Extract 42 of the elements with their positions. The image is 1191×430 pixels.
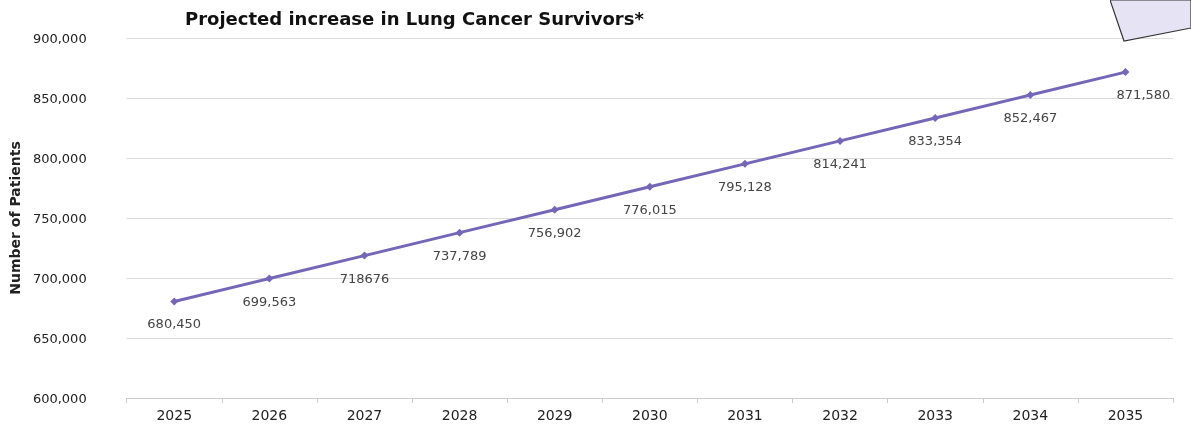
x-tick-label: 2025	[156, 407, 193, 423]
data-label: 699,563	[242, 293, 297, 309]
point	[265, 274, 274, 283]
y-tick-label: 850,000	[32, 90, 87, 106]
data-label: 833,354	[908, 132, 963, 148]
data-label: 718676	[339, 270, 390, 286]
y-tick-label: 600,000	[32, 390, 87, 406]
data-label: 776,015	[622, 201, 677, 217]
point	[836, 136, 845, 145]
data-label: 795,128	[718, 178, 772, 194]
point	[740, 159, 749, 168]
y-axis-title: Number of Patients	[7, 141, 23, 295]
x-tick-label: 2028	[441, 407, 478, 423]
data-label: 871,580	[1116, 87, 1171, 103]
point	[455, 228, 464, 237]
data-label: 680,450	[147, 316, 202, 332]
point	[645, 182, 654, 191]
x-tick-label: 2035	[1107, 407, 1144, 423]
x-tick-label: 2032	[822, 407, 858, 423]
data-label: 737,789	[432, 247, 487, 263]
x-tick-label: 2034	[1012, 407, 1049, 423]
y-tick-label: 900,000	[32, 30, 87, 46]
x-tick-label: 2031	[727, 407, 763, 423]
data-label: 852,467	[1003, 110, 1058, 126]
point	[931, 113, 940, 122]
y-tick-label: 650,000	[32, 330, 87, 346]
point	[170, 297, 179, 306]
y-tick-label: 800,000	[32, 150, 87, 166]
point	[1026, 91, 1035, 100]
x-tick-label: 2029	[536, 407, 573, 423]
point	[1121, 68, 1130, 77]
point	[360, 251, 369, 260]
y-tick-label: 700,000	[32, 270, 87, 286]
y-tick-label: 750,000	[32, 210, 87, 226]
x-tick-label: 2026	[251, 407, 288, 423]
data-label: 814,241	[813, 155, 867, 171]
point	[550, 205, 559, 214]
data-label: 756,902	[527, 224, 582, 240]
chart-title: Projected increase in Lung Cancer Survivors*	[185, 7, 645, 29]
x-tick-label: 2027	[346, 407, 383, 423]
x-tick-label: 2033	[917, 407, 954, 423]
x-tick-label: 2030	[632, 407, 668, 423]
